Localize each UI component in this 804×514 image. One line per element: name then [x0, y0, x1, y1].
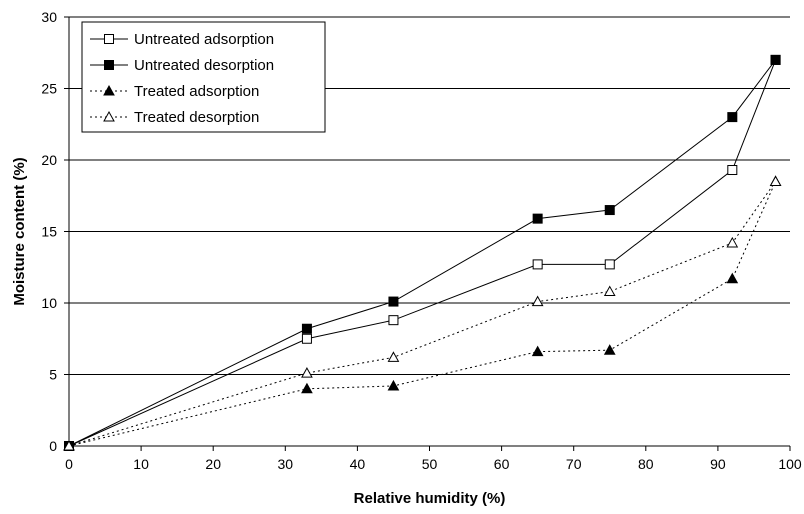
series-3: [63, 175, 782, 451]
series-1-point-6: [770, 54, 781, 65]
x-tick-label-10: 10: [133, 456, 149, 472]
series-1-point-1: [301, 323, 312, 334]
series-2-point-5: [726, 272, 739, 284]
series-1-point-3: [532, 213, 543, 224]
legend-marker-2: [103, 84, 115, 96]
series-0-point-5: [727, 165, 738, 176]
series-0-point-3: [532, 259, 543, 270]
y-axis-title: Moisture content (%): [11, 157, 28, 305]
x-tick-label-60: 60: [494, 456, 510, 472]
series-0-point-1: [301, 333, 312, 344]
x-tick-label-50: 50: [422, 456, 438, 472]
series-2-point-2: [387, 379, 400, 391]
series-3-point-0: [63, 439, 75, 451]
series-3-point-6: [769, 175, 782, 186]
legend-label-2: Treated adsorption: [134, 83, 259, 100]
legend-marker-1: [104, 60, 114, 70]
series-1-point-2: [388, 296, 399, 307]
axes: [64, 16, 791, 451]
series-1-point-4: [604, 205, 615, 216]
series-2-point-4: [603, 344, 616, 355]
x-tick-label-70: 70: [566, 456, 582, 472]
series-3-point-2: [387, 351, 400, 362]
legend-marker-3: [103, 110, 115, 122]
series-line-3: [68, 181, 776, 447]
tick-labels: 0 5 10 15 20 25 30 0 10 20 30 40 50 60 70 80 90 100: [41, 9, 801, 472]
x-tick-label-90: 90: [710, 456, 726, 472]
legend-box: [81, 21, 326, 133]
legend-label-0: Untreated adsorption: [134, 31, 274, 48]
series-2-point-3: [531, 345, 544, 357]
series-3-point-1: [301, 367, 313, 378]
x-tick-label-30: 30: [278, 456, 294, 472]
series-3-point-5: [726, 236, 739, 248]
y-tick-label-25: 25: [41, 81, 57, 97]
series-1-point-5: [727, 112, 738, 123]
y-tick-label-10: 10: [41, 295, 57, 311]
legend-marker-0: [104, 34, 114, 44]
legend: Untreated adsorption Untreated desorption…: [81, 21, 326, 133]
x-axis-title: Relative humidity (%): [354, 490, 506, 507]
y-tick-label-30: 30: [41, 9, 57, 25]
series-2-point-1: [301, 382, 313, 394]
series-line-2: [68, 181, 777, 447]
x-tick-label-100: 100: [778, 456, 802, 472]
series-3-point-4: [603, 285, 616, 297]
series-0-point-4: [604, 259, 615, 270]
y-tick-label-15: 15: [41, 224, 57, 240]
series-1: [64, 54, 781, 451]
x-tick-label-20: 20: [205, 456, 221, 472]
series-2: [63, 175, 782, 451]
series-0-point-2: [388, 315, 399, 326]
x-tick-label-0: 0: [65, 456, 73, 472]
y-tick-label-0: 0: [49, 438, 57, 454]
y-tick-label-5: 5: [49, 367, 57, 383]
legend-label-3: Treated desorption: [134, 109, 259, 126]
y-tick-label-20: 20: [41, 152, 57, 168]
legend-label-1: Untreated desorption: [134, 57, 274, 74]
data-series: [63, 54, 782, 451]
x-tick-label-40: 40: [350, 456, 366, 472]
x-tick-label-80: 80: [638, 456, 654, 472]
series-3-point-3: [531, 295, 544, 307]
